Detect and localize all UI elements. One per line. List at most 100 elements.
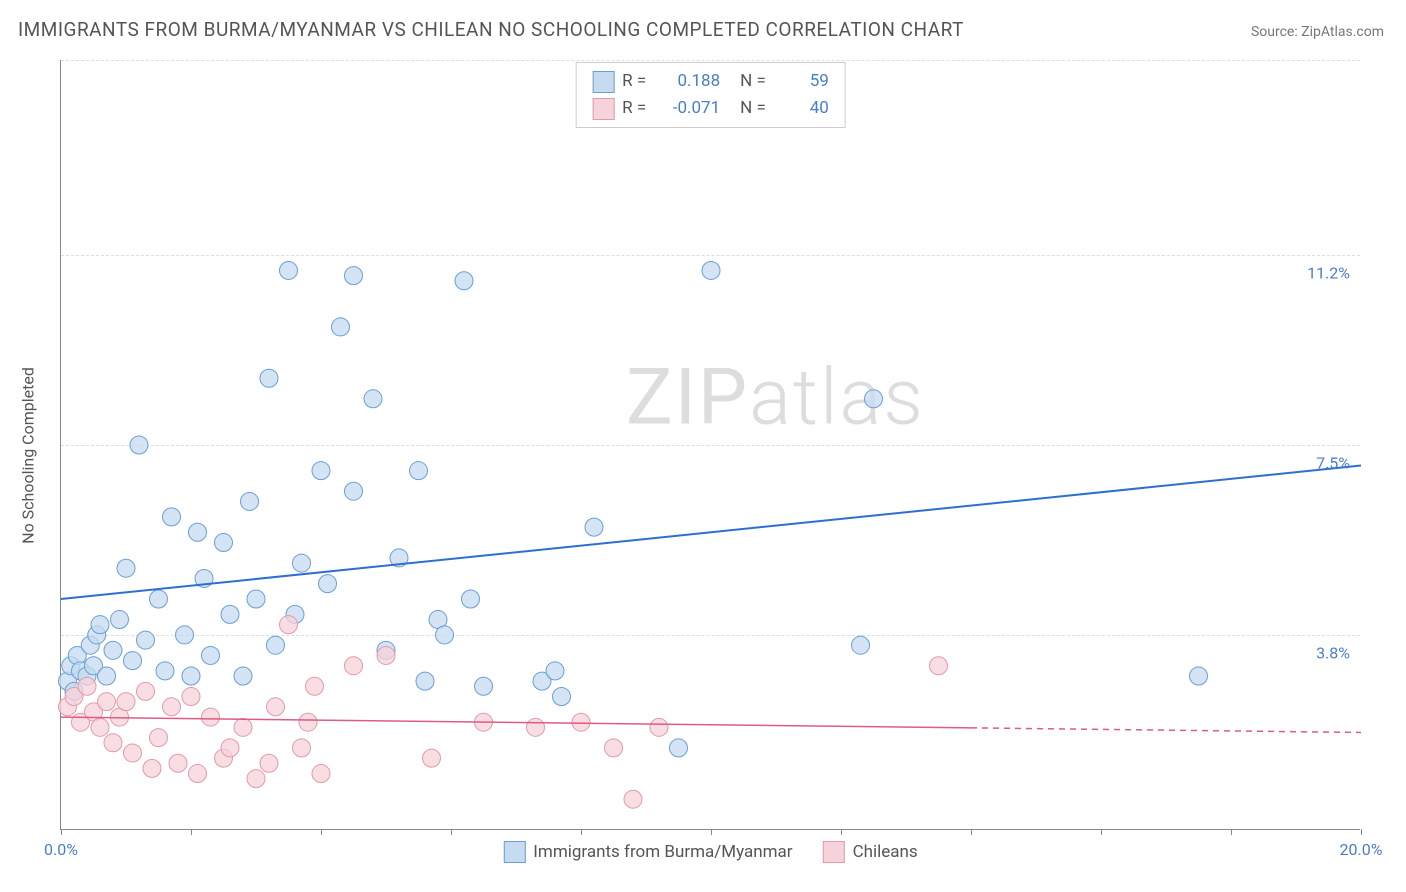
data-point — [247, 770, 265, 788]
data-point — [865, 390, 883, 408]
data-point — [130, 436, 148, 454]
data-point — [585, 518, 603, 536]
x-tick — [971, 829, 972, 835]
data-point — [345, 267, 363, 285]
plot-svg — [61, 60, 1360, 829]
data-point — [605, 739, 623, 757]
data-point — [169, 754, 187, 772]
data-point — [306, 677, 324, 695]
data-point — [416, 672, 434, 690]
x-tick — [1101, 829, 1102, 835]
plot-area: ZIPatlas R =0.188N =59R =-0.071N =40 Imm… — [60, 60, 1360, 830]
x-tick — [711, 829, 712, 835]
data-point — [319, 575, 337, 593]
data-point — [455, 272, 473, 290]
data-point — [475, 677, 493, 695]
data-point — [117, 693, 135, 711]
data-point — [702, 261, 720, 279]
data-point — [98, 693, 116, 711]
data-point — [156, 662, 174, 680]
legend-n-value: 40 — [774, 95, 829, 122]
data-point — [78, 677, 96, 695]
legend-n-label: N = — [740, 68, 766, 95]
data-point — [182, 688, 200, 706]
data-point — [572, 713, 590, 731]
data-point — [124, 652, 142, 670]
data-point — [293, 554, 311, 572]
legend-n-label: N = — [740, 95, 766, 122]
data-point — [930, 657, 948, 675]
data-point — [462, 590, 480, 608]
legend-r-label: R = — [622, 68, 657, 95]
data-point — [150, 590, 168, 608]
x-tick — [61, 829, 62, 835]
chart-container: IMMIGRANTS FROM BURMA/MYANMAR VS CHILEAN… — [0, 0, 1406, 892]
y-tick-label: 3.8% — [1316, 643, 1350, 662]
data-point — [104, 734, 122, 752]
data-point — [91, 718, 109, 736]
legend-swatch — [503, 841, 525, 863]
data-point — [189, 523, 207, 541]
data-point — [423, 749, 441, 767]
data-point — [280, 616, 298, 634]
legend-swatch — [823, 841, 845, 863]
data-point — [312, 765, 330, 783]
legend-series-item: Chileans — [823, 841, 918, 863]
x-tick — [321, 829, 322, 835]
data-point — [1190, 667, 1208, 685]
data-point — [364, 390, 382, 408]
data-point — [267, 636, 285, 654]
data-point — [527, 718, 545, 736]
data-point — [312, 462, 330, 480]
data-point — [98, 667, 116, 685]
data-point — [436, 626, 454, 644]
legend-series-label: Chileans — [853, 842, 918, 862]
data-point — [293, 739, 311, 757]
data-point — [91, 616, 109, 634]
data-point — [247, 590, 265, 608]
data-point — [221, 605, 239, 623]
data-point — [650, 718, 668, 736]
data-point — [182, 667, 200, 685]
data-point — [163, 698, 181, 716]
legend-swatch — [592, 98, 614, 120]
data-point — [241, 492, 259, 510]
data-point — [377, 646, 395, 664]
data-point — [280, 261, 298, 279]
legend-series-label: Immigrants from Burma/Myanmar — [533, 842, 792, 862]
data-point — [124, 744, 142, 762]
x-tick — [841, 829, 842, 835]
y-tick-label: 11.2% — [1307, 264, 1350, 283]
legend-series: Immigrants from Burma/Myanmar Chileans — [503, 841, 917, 863]
data-point — [104, 641, 122, 659]
legend-swatch — [592, 71, 614, 93]
data-point — [143, 759, 161, 777]
data-point — [163, 508, 181, 526]
data-point — [260, 369, 278, 387]
x-tick-label: 20.0% — [1340, 840, 1383, 859]
x-tick — [1231, 829, 1232, 835]
legend-stat-row: R = 0.188 N = 59 — [592, 68, 829, 95]
data-point — [111, 611, 129, 629]
legend-stats: R = 0.188 N = 59 R = -0.071 N = 40 — [575, 62, 846, 128]
legend-r-label: R = — [622, 95, 657, 122]
legend-r-value: -0.071 — [665, 95, 720, 122]
data-point — [202, 708, 220, 726]
source-label: Source: ZipAtlas.com — [1251, 24, 1384, 40]
data-point — [299, 713, 317, 731]
y-axis-label: No Schooling Completed — [19, 367, 38, 544]
legend-series-item: Immigrants from Burma/Myanmar — [503, 841, 792, 863]
chart-title: IMMIGRANTS FROM BURMA/MYANMAR VS CHILEAN… — [18, 18, 964, 41]
legend-n-value: 59 — [774, 68, 829, 95]
data-point — [670, 739, 688, 757]
data-point — [234, 718, 252, 736]
data-point — [137, 682, 155, 700]
data-point — [546, 662, 564, 680]
data-point — [553, 688, 571, 706]
data-point — [267, 698, 285, 716]
legend-r-value: 0.188 — [665, 68, 720, 95]
x-tick-label: 0.0% — [44, 840, 78, 859]
data-point — [332, 318, 350, 336]
y-tick-label: 7.5% — [1316, 454, 1350, 473]
x-tick — [191, 829, 192, 835]
